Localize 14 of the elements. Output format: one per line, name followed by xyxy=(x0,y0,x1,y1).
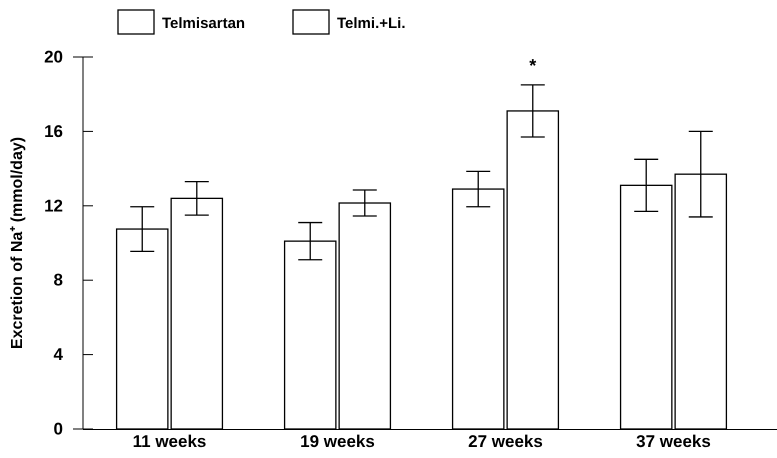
y-tick-label: 4 xyxy=(54,345,64,364)
y-axis-title: Excretion of Na⁺ (mmol/day) xyxy=(9,136,26,350)
y-tick-label: 0 xyxy=(54,419,63,438)
x-tick-label: 37 weeks xyxy=(636,432,711,452)
y-tick-label: 8 xyxy=(54,270,63,290)
y-tick-label: 16 xyxy=(44,122,63,141)
legend-label: Telmisartan xyxy=(162,15,246,32)
y-tick-label: 12 xyxy=(44,196,63,216)
legend-label: Telmi.+Li. xyxy=(337,15,406,32)
x-tick-label: 19 weeks xyxy=(300,432,375,452)
x-tick-label: 27 weeks xyxy=(468,432,543,452)
y-tick-label: 20 xyxy=(44,47,63,66)
x-tick-label: 11 weeks xyxy=(132,432,206,452)
annotation: * xyxy=(529,56,536,76)
